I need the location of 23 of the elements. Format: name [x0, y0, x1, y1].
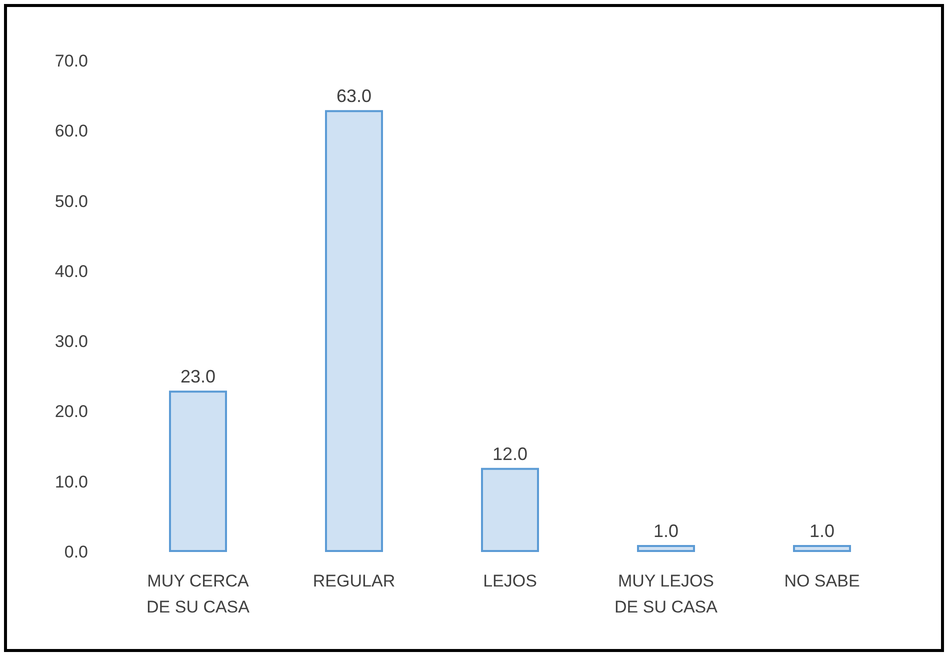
data-label: 63.0 — [336, 86, 372, 106]
y-tick-label: 60.0 — [54, 122, 88, 141]
bar — [325, 110, 383, 552]
y-tick-label: 50.0 — [54, 192, 88, 211]
x-tick-label: LEJOS — [483, 572, 537, 590]
bar — [481, 468, 539, 552]
bar — [793, 544, 851, 552]
data-label: 12.0 — [492, 444, 528, 464]
data-label: 1.0 — [653, 520, 679, 541]
x-tick-label: MUY CERCA DE SU CASA — [146, 572, 250, 616]
y-tick-label: 20.0 — [54, 402, 88, 422]
x-tick-label: REGULAR — [312, 572, 396, 590]
y-tick-label: 40.0 — [54, 262, 88, 281]
y-tick-label: 0.0 — [64, 542, 88, 562]
y-tick-label: 10.0 — [54, 472, 88, 492]
bar — [169, 390, 227, 552]
y-tick-label: 30.0 — [54, 332, 88, 352]
x-tick-label: NO SABE — [784, 572, 860, 590]
x-tick-label: MUY LEJOS DE SU CASA — [614, 572, 718, 616]
y-tick-label: 70.0 — [54, 52, 88, 70]
data-label: 23.0 — [180, 366, 216, 387]
data-label: 1.0 — [809, 520, 835, 541]
bar — [637, 544, 695, 552]
